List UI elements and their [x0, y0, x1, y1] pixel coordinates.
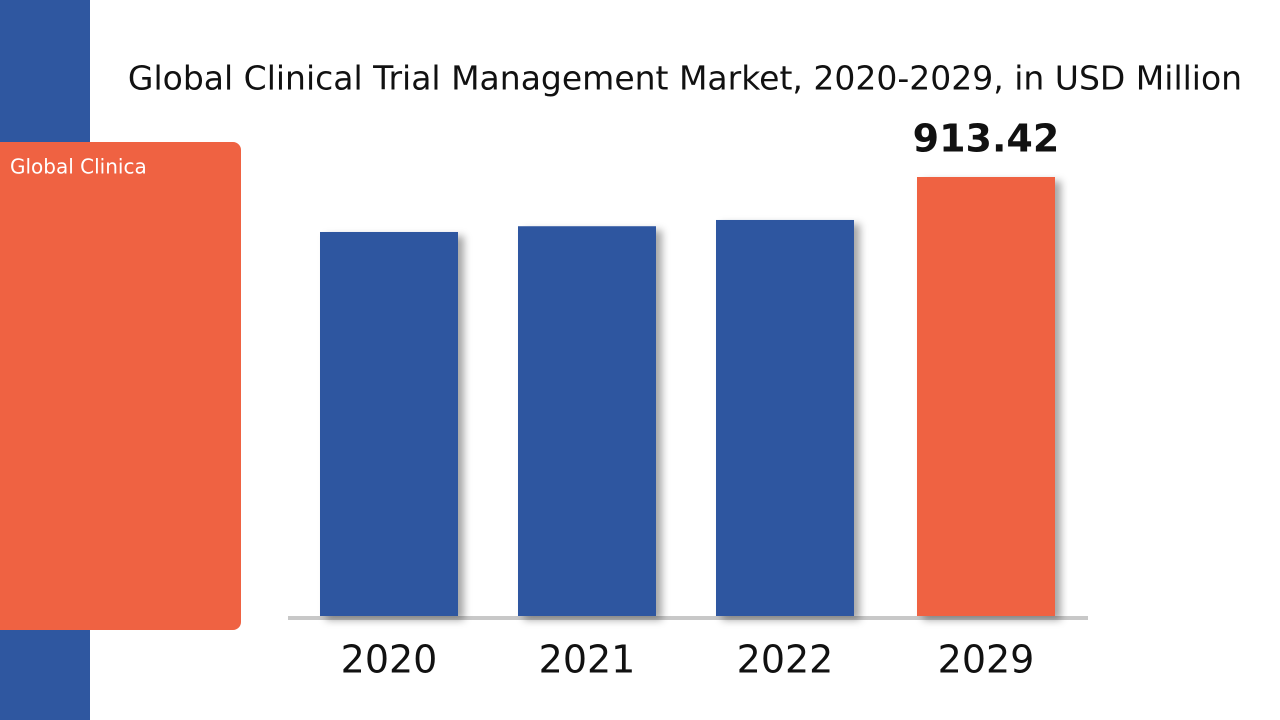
bar: [716, 219, 854, 617]
bar: [917, 177, 1055, 616]
x-tick-label: 2022: [737, 638, 834, 682]
value-label: 913.42: [913, 117, 1060, 161]
chart-title: Global Clinical Trial Management Market,…: [128, 59, 1242, 98]
x-tick-label: 2029: [938, 638, 1035, 682]
x-tick-label: 2020: [341, 638, 438, 682]
bar: [320, 231, 458, 616]
side-panel: [0, 142, 241, 630]
x-tick-label: 2021: [539, 638, 636, 682]
bar: [518, 226, 656, 616]
side-panel-text: Global Clinica: [10, 155, 147, 179]
